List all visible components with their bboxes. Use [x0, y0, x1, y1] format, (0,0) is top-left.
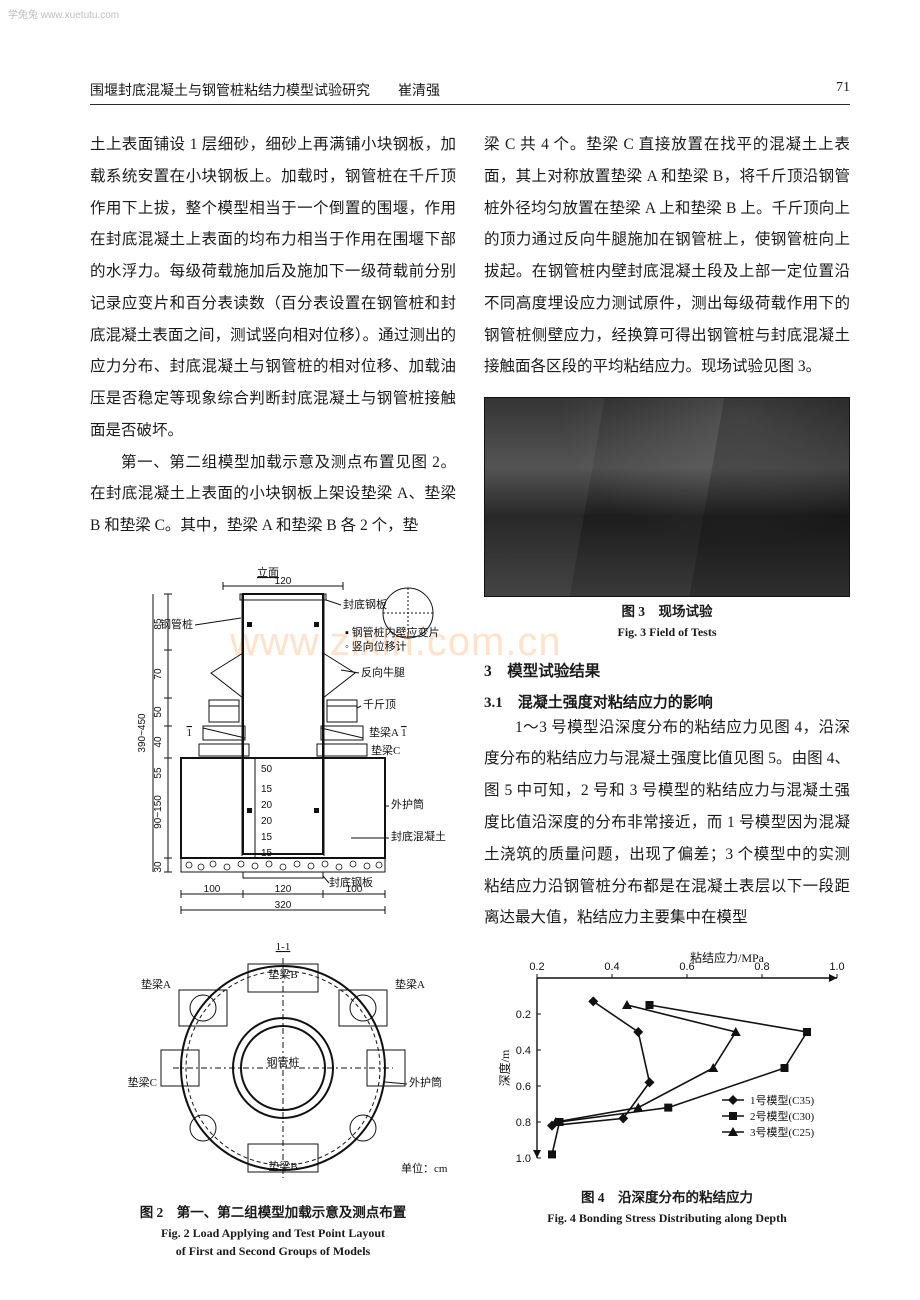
svg-text:单位：cm: 单位：cm	[401, 1161, 448, 1175]
svg-text:40: 40	[153, 736, 164, 748]
left-column: 土上表面铺设 1 层细砂，细砂上再满铺小块钢板，加载系统安置在小块钢板上。加载时…	[90, 129, 456, 1260]
svg-text:1.0: 1.0	[516, 1153, 531, 1165]
corner-watermark: 学兔兔 www.xuetutu.com	[8, 6, 119, 21]
header-title: 围堰封底混凝土与钢管桩粘结力模型试验研究 崔清强	[90, 80, 440, 100]
gauge-marks	[247, 622, 319, 813]
svg-text:垫梁A: 垫梁A	[141, 977, 171, 991]
svg-text:垫梁B: 垫梁B	[268, 967, 297, 981]
svg-text:85: 85	[153, 618, 164, 630]
figure-2-caption-cn: 图 2 第一、第二组模型加载示意及测点布置	[90, 1202, 456, 1224]
svg-text:50: 50	[261, 764, 273, 775]
svg-text:55: 55	[153, 767, 164, 779]
svg-text:50: 50	[153, 706, 164, 718]
figure-3-caption-en: Fig. 3 Field of Tests	[484, 623, 850, 641]
left-paragraph-2: 第一、第二组模型加载示意及测点布置见图 2。在封底混凝土上表面的小块钢板上架设垫…	[90, 447, 456, 542]
right-column: 梁 C 共 4 个。垫梁 C 直接放置在找平的混凝土上表面，其上对称放置垫梁 A…	[484, 129, 850, 1260]
svg-text:0.4: 0.4	[516, 1045, 531, 1057]
svg-text:0.8: 0.8	[516, 1117, 531, 1129]
svg-text:70: 70	[153, 668, 164, 680]
left-paragraph-1: 土上表面铺设 1 层细砂，细砂上再满铺小块钢板，加载系统安置在小块钢板上。加载时…	[90, 129, 456, 447]
gravel	[181, 858, 385, 872]
svg-text:外护筒: 外护筒	[409, 1075, 442, 1089]
svg-text:垫梁A: 垫梁A	[395, 977, 425, 991]
svg-text:2号模型(C30): 2号模型(C30)	[750, 1109, 814, 1123]
svg-text:20: 20	[261, 800, 273, 811]
svg-text:钢管桩: 钢管桩	[160, 617, 193, 631]
section-3-heading: 3 模型试验结果	[484, 659, 850, 681]
figure-2-caption-en1: Fig. 2 Load Applying and Test Point Layo…	[90, 1224, 456, 1242]
svg-text:20: 20	[261, 816, 273, 827]
lbl-dlA: 垫梁A 1	[369, 725, 407, 739]
svg-text:1: 1	[187, 727, 193, 739]
svg-text:封底钢板: 封底钢板	[343, 597, 387, 611]
svg-text:1.0: 1.0	[829, 961, 844, 973]
svg-text:封底混凝土: 封底混凝土	[391, 829, 446, 843]
page-number: 71	[836, 80, 850, 100]
lbl-sxwy: ◦ 竖向位移计	[345, 639, 407, 653]
svg-text:3号模型(C25): 3号模型(C25)	[750, 1125, 814, 1139]
svg-text:1号模型(C35): 1号模型(C35)	[750, 1093, 814, 1107]
figure-2-block: 立面 120	[90, 558, 456, 1260]
svg-text:千斤顶: 千斤顶	[363, 698, 396, 711]
svg-text:90~150: 90~150	[153, 795, 164, 829]
svg-text:320: 320	[275, 900, 292, 911]
svg-text:钢管桩: 钢管桩	[267, 1055, 300, 1069]
figure-4-chart: 粘结应力/MPa深度/m0.20.40.60.81.00.20.40.60.81…	[484, 948, 850, 1183]
figure-4-caption-cn: 图 4 沿深度分布的粘结应力	[484, 1187, 850, 1209]
svg-text:100: 100	[346, 884, 363, 895]
figure-4-block: 粘结应力/MPa深度/m0.20.40.60.81.00.20.40.60.81…	[484, 948, 850, 1227]
section-3-1-heading: 3.1 混凝土强度对粘结应力的影响	[484, 691, 850, 712]
plan-view: 垫梁B 垫梁B 垫梁A 垫梁A 垫梁C 外护筒 钢管桩 单位：cm	[128, 958, 448, 1178]
figure-3-photo	[484, 397, 850, 597]
svg-text:0.6: 0.6	[516, 1081, 531, 1093]
svg-text:0.2: 0.2	[516, 1009, 531, 1021]
svg-text:15: 15	[261, 832, 273, 843]
svg-text:反向牛腿: 反向牛腿	[361, 665, 405, 679]
svg-text:垫梁C: 垫梁C	[371, 743, 400, 757]
svg-text:0.4: 0.4	[604, 961, 619, 973]
svg-text:15: 15	[261, 784, 273, 795]
figure-3-caption-cn: 图 3 现场试验	[484, 601, 850, 623]
left-dims: 390~450 85 70 50 40	[137, 594, 172, 873]
right-paragraph-1: 梁 C 共 4 个。垫梁 C 直接放置在找平的混凝土上表面，其上对称放置垫梁 A…	[484, 129, 850, 383]
figure-2-caption-en2: of First and Second Groups of Models	[90, 1242, 456, 1260]
lbl-ggznb: ▪ 钢管桩内壁应变片	[345, 625, 440, 639]
svg-text:120: 120	[275, 884, 292, 895]
svg-text:0.2: 0.2	[529, 961, 544, 973]
svg-text:垫梁B: 垫梁B	[268, 1159, 297, 1173]
right-paragraph-2: 1～3 号模型沿深度分布的粘结应力见图 4，沿深度分布的粘结应力与混凝土强度比值…	[484, 712, 850, 934]
svg-text:30: 30	[153, 861, 164, 873]
figure-4-caption-en: Fig. 4 Bonding Stress Distributing along…	[484, 1209, 850, 1227]
page-content: 围堰封底混凝土与钢管桩粘结力模型试验研究 崔清强 71 土上表面铺设 1 层细砂…	[0, 0, 920, 1300]
svg-text:外护筒: 外护筒	[391, 797, 424, 811]
svg-text:0.6: 0.6	[679, 961, 694, 973]
svg-text:0.8: 0.8	[754, 961, 769, 973]
svg-text:390~450: 390~450	[137, 713, 148, 753]
svg-text:1-1: 1-1	[276, 941, 291, 953]
svg-text:15: 15	[261, 848, 273, 859]
figure-2-diagram: 立面 120	[90, 558, 456, 1198]
figure-3-block: 图 3 现场试验 Fig. 3 Field of Tests	[484, 397, 850, 641]
running-header: 围堰封底混凝土与钢管桩粘结力模型试验研究 崔清强 71	[90, 80, 850, 105]
svg-text:深度/m: 深度/m	[497, 1049, 512, 1086]
svg-text:120: 120	[275, 576, 292, 587]
svg-text:100: 100	[204, 884, 221, 895]
inner-dims: 50 15 20 20 15 15	[251, 758, 273, 859]
svg-text:垫梁C: 垫梁C	[128, 1075, 157, 1089]
